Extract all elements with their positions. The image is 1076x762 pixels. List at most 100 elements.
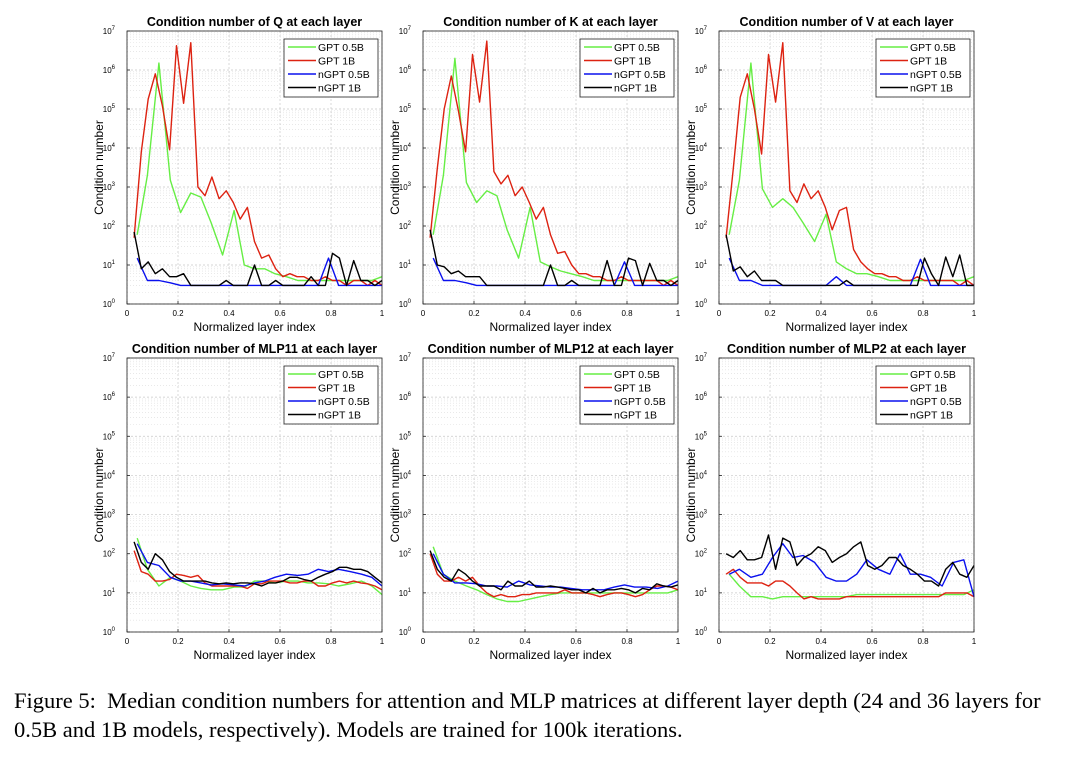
- axes-box: [422, 357, 679, 633]
- y-tick-label: 101: [399, 260, 412, 270]
- axes-box: [126, 357, 383, 633]
- axes-box: [422, 30, 679, 305]
- axes-box: [718, 30, 975, 305]
- y-tick-label: 104: [103, 470, 116, 480]
- chart-panel-4: 0 0.2 0.4 0.6 0.8 1 100 101 102 103 104 105 106 107 Co…: [92, 342, 385, 662]
- series-line-gpt-1b: [429, 553, 679, 598]
- series-line-gpt-1b: [133, 550, 383, 591]
- caption-text: Median condition numbers for attention a…: [14, 688, 1041, 742]
- legend-label: GPT 0.5B: [910, 42, 956, 54]
- y-tick-label: 102: [103, 549, 116, 559]
- x-tick-label: 0: [717, 309, 722, 318]
- y-tick-label: 107: [695, 26, 708, 36]
- y-tick-label: 100: [695, 299, 708, 309]
- x-tick-label: 0.8: [917, 309, 929, 318]
- grid: [718, 357, 975, 633]
- y-tick-label: 101: [695, 588, 708, 598]
- chart-title: Condition number of K at each layer: [443, 15, 658, 29]
- legend-label: nGPT 1B: [318, 410, 361, 422]
- x-tick-label: 0.2: [764, 637, 776, 646]
- y-axis-label: Condition number: [92, 120, 106, 215]
- y-tick-label: 101: [103, 588, 116, 598]
- x-tick-label: 0.4: [815, 637, 827, 646]
- y-tick-label: 102: [695, 221, 708, 231]
- legend-label: GPT 1B: [318, 383, 355, 395]
- y-tick-label: 106: [399, 392, 412, 402]
- x-tick-label: 1: [676, 309, 681, 318]
- x-tick-label: 0: [421, 309, 426, 318]
- legend-label: nGPT 0.5B: [318, 69, 370, 81]
- x-tick-label: 0.4: [815, 309, 827, 318]
- y-tick-label: 103: [695, 182, 708, 192]
- series-line-ngpt-0-5b: [728, 257, 974, 287]
- legend-label: GPT 0.5B: [318, 369, 364, 381]
- y-axis-label: Condition number: [92, 448, 106, 543]
- y-tick-label: 106: [399, 65, 412, 75]
- series-line-ngpt-0-5b: [432, 257, 678, 287]
- x-tick-label: 0.6: [570, 309, 582, 318]
- series-line-ngpt-1b: [133, 541, 383, 587]
- legend-label: GPT 0.5B: [614, 42, 660, 54]
- y-tick-label: 105: [399, 104, 412, 114]
- x-tick-label: 0.6: [274, 637, 286, 646]
- y-tick-label: 100: [399, 299, 412, 309]
- y-tick-label: 104: [695, 470, 708, 480]
- x-tick-label: 0.2: [172, 309, 184, 318]
- legend-label: GPT 1B: [910, 383, 947, 395]
- y-axis-label: Condition number: [684, 448, 698, 543]
- x-tick-label: 0.6: [866, 309, 878, 318]
- series-line-gpt-1b: [725, 42, 975, 287]
- legend-label: nGPT 0.5B: [910, 396, 962, 408]
- y-tick-label: 103: [695, 510, 708, 520]
- axes-box: [126, 30, 383, 305]
- x-tick-label: 0.4: [519, 309, 531, 318]
- y-tick-label: 107: [103, 26, 116, 36]
- x-tick-label: 0.8: [325, 309, 337, 318]
- grid: [422, 30, 679, 305]
- chart-title: Condition number of MLP11 at each layer: [132, 342, 377, 356]
- x-tick-label: 0: [421, 637, 426, 646]
- y-tick-label: 104: [399, 143, 412, 153]
- y-tick-label: 106: [695, 65, 708, 75]
- chart-title: Condition number of V at each layer: [740, 15, 954, 29]
- y-tick-label: 107: [399, 26, 412, 36]
- y-tick-label: 103: [103, 182, 116, 192]
- x-tick-label: 0.8: [917, 637, 929, 646]
- series-line-ngpt-0-5b: [136, 543, 383, 587]
- y-tick-label: 105: [399, 431, 412, 441]
- y-tick-label: 101: [399, 588, 412, 598]
- legend-label: nGPT 1B: [910, 83, 953, 95]
- legend-label: nGPT 1B: [910, 410, 953, 422]
- caption-label: Figure 5:: [14, 688, 96, 713]
- chart-panel-3: 0 0.2 0.4 0.6 0.8 1 100 101 102 103 104 105 106 107 Co…: [684, 15, 977, 334]
- x-tick-label: 0.6: [274, 309, 286, 318]
- y-tick-label: 102: [399, 221, 412, 231]
- y-tick-label: 100: [103, 627, 116, 637]
- series-line-ngpt-1b: [429, 229, 679, 287]
- series-line-gpt-1b: [725, 568, 975, 600]
- y-axis-label: Condition number: [388, 120, 402, 215]
- y-axis-label: Condition number: [388, 448, 402, 543]
- legend-label: nGPT 0.5B: [614, 396, 666, 408]
- x-tick-label: 0: [125, 637, 130, 646]
- y-tick-label: 106: [103, 392, 116, 402]
- x-tick-label: 1: [972, 637, 977, 646]
- legend-label: nGPT 1B: [318, 83, 361, 95]
- x-tick-label: 0: [717, 637, 722, 646]
- x-tick-label: 0: [125, 309, 130, 318]
- y-tick-label: 100: [695, 627, 708, 637]
- y-tick-label: 104: [695, 143, 708, 153]
- legend-label: nGPT 0.5B: [614, 69, 666, 81]
- legend-label: GPT 0.5B: [318, 42, 364, 54]
- chart-title: Condition number of MLP2 at each layer: [727, 342, 966, 356]
- x-tick-label: 0.2: [468, 309, 480, 318]
- legend-label: GPT 0.5B: [910, 369, 956, 381]
- legend-label: GPT 1B: [910, 56, 947, 68]
- x-axis-label: Normalized layer index: [193, 320, 315, 334]
- y-tick-label: 105: [695, 431, 708, 441]
- legend-label: GPT 1B: [614, 56, 651, 68]
- legend-label: nGPT 0.5B: [318, 396, 370, 408]
- x-tick-label: 0.4: [223, 309, 235, 318]
